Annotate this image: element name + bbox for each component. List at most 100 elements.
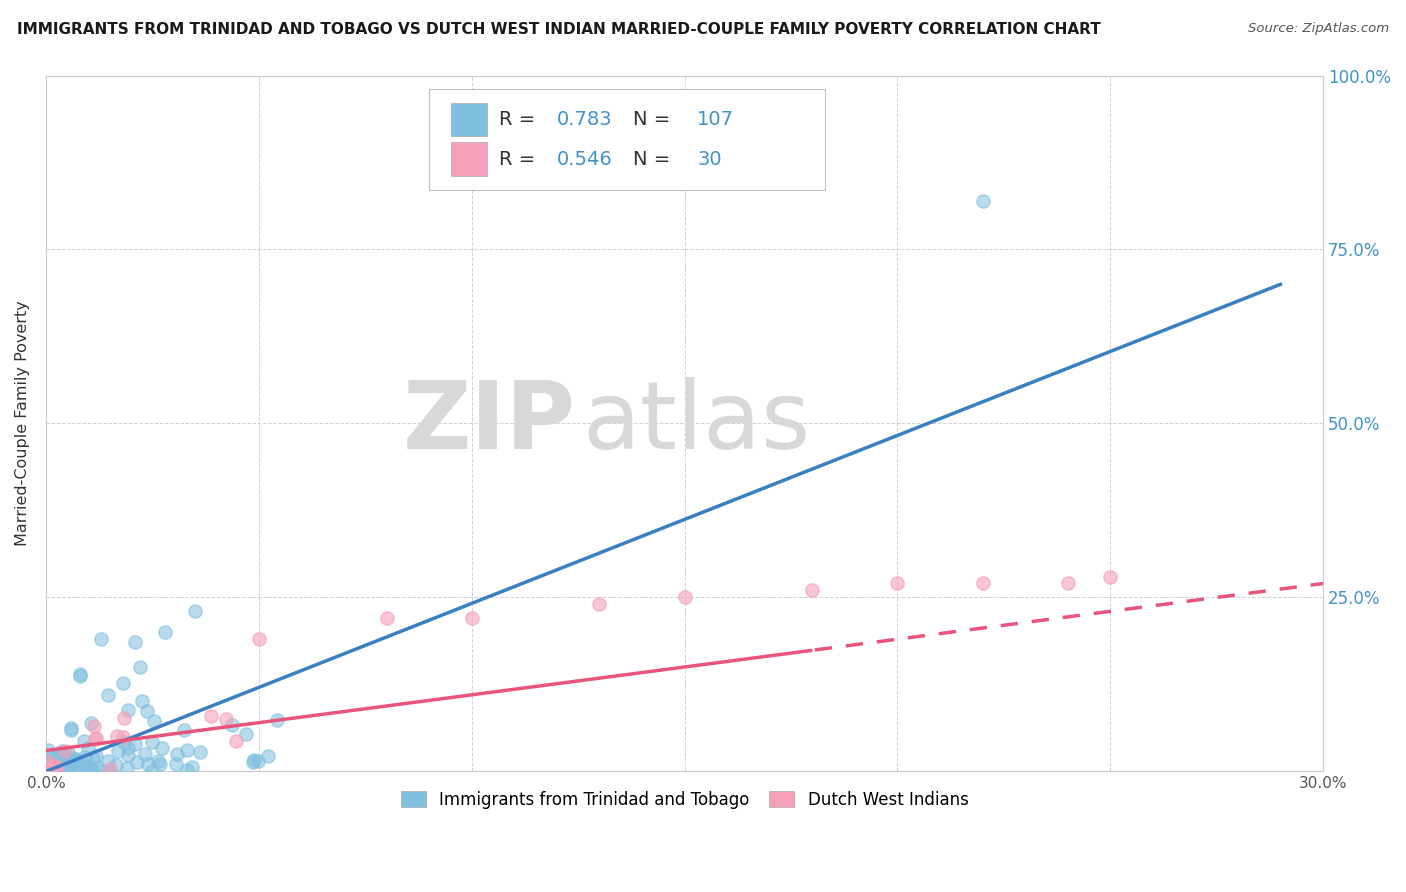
Point (49, 763, 72, 777)
Point (56, 750, 79, 764)
Point (235, 727, 257, 741)
Point (69, 669, 91, 683)
Text: N =: N = (634, 110, 676, 128)
Point (76, 762, 98, 776)
Point (165, 756, 187, 771)
Point (266, 713, 288, 727)
Text: R =: R = (499, 110, 541, 128)
Point (77, 764, 100, 778)
Point (105, 729, 128, 743)
Point (60, 760, 83, 774)
Point (53, 764, 76, 779)
Point (77, 740, 100, 755)
Point (221, 718, 243, 732)
Point (98, 762, 121, 776)
Point (184, 604, 207, 618)
Point (1099, 569, 1122, 583)
FancyBboxPatch shape (451, 103, 486, 136)
Y-axis label: Married-Couple Family Poverty: Married-Couple Family Poverty (15, 301, 30, 546)
Point (256, 748, 278, 763)
Point (66, 762, 89, 776)
Point (56, 762, 79, 776)
Point (79, 760, 101, 774)
Point (44, 764, 66, 778)
Text: 0.546: 0.546 (557, 150, 613, 169)
Point (166, 747, 188, 761)
Point (73, 759, 96, 773)
Point (90, 632, 112, 647)
Point (51, 744, 73, 758)
Point (59, 722, 82, 736)
Point (44, 747, 66, 762)
FancyBboxPatch shape (429, 89, 825, 190)
Point (588, 598, 610, 612)
Point (62, 752, 84, 766)
Point (117, 740, 139, 755)
Point (375, 611, 398, 625)
Point (44, 763, 66, 777)
Point (42, 759, 65, 773)
Point (141, 735, 163, 749)
Point (117, 702, 139, 716)
Point (65, 752, 87, 766)
Point (63, 756, 86, 770)
Point (146, 754, 169, 768)
Point (247, 632, 270, 647)
Point (86, 761, 108, 775)
Point (215, 712, 238, 726)
Point (153, 625, 176, 640)
Point (150, 741, 173, 756)
Point (136, 757, 159, 772)
Point (39, 761, 62, 775)
Point (51, 759, 73, 773)
Point (107, 744, 129, 758)
Point (53, 744, 76, 758)
Point (1056, 576, 1078, 591)
Point (58, 747, 80, 761)
Point (51, 762, 73, 776)
Point (37, 761, 59, 775)
Text: atlas: atlas (582, 377, 811, 469)
Point (55, 762, 77, 776)
Point (72, 733, 94, 747)
Point (143, 714, 166, 728)
Point (72, 764, 94, 778)
Point (134, 747, 156, 761)
Legend: Immigrants from Trinidad and Tobago, Dutch West Indians: Immigrants from Trinidad and Tobago, Dut… (394, 784, 976, 815)
Point (200, 708, 222, 723)
Point (55, 757, 77, 772)
Point (38, 764, 60, 778)
Point (124, 737, 146, 751)
Point (801, 583, 824, 598)
Point (112, 711, 135, 725)
Point (127, 756, 149, 770)
Point (55, 750, 77, 764)
Point (53, 758, 76, 772)
FancyBboxPatch shape (451, 143, 486, 176)
Text: R =: R = (499, 150, 541, 169)
Point (56, 763, 79, 777)
Point (84, 731, 107, 746)
Point (136, 704, 159, 718)
Point (69, 755, 91, 769)
Point (972, 576, 994, 591)
Point (128, 660, 150, 674)
Point (173, 723, 195, 738)
Point (247, 754, 270, 768)
Point (56, 762, 79, 776)
Point (141, 764, 163, 779)
Point (181, 760, 204, 774)
Point (117, 748, 139, 763)
Point (44, 759, 66, 773)
Point (37, 763, 59, 777)
Point (37, 742, 59, 756)
Point (97, 688, 120, 702)
Point (83, 719, 105, 733)
Point (460, 611, 482, 625)
Text: IMMIGRANTS FROM TRINIDAD AND TOBAGO VS DUTCH WEST INDIAN MARRIED-COUPLE FAMILY P: IMMIGRANTS FROM TRINIDAD AND TOBAGO VS D… (17, 22, 1101, 37)
Point (112, 734, 135, 748)
Point (673, 591, 696, 605)
Point (48, 763, 70, 777)
Text: N =: N = (634, 150, 676, 169)
Point (242, 756, 264, 770)
